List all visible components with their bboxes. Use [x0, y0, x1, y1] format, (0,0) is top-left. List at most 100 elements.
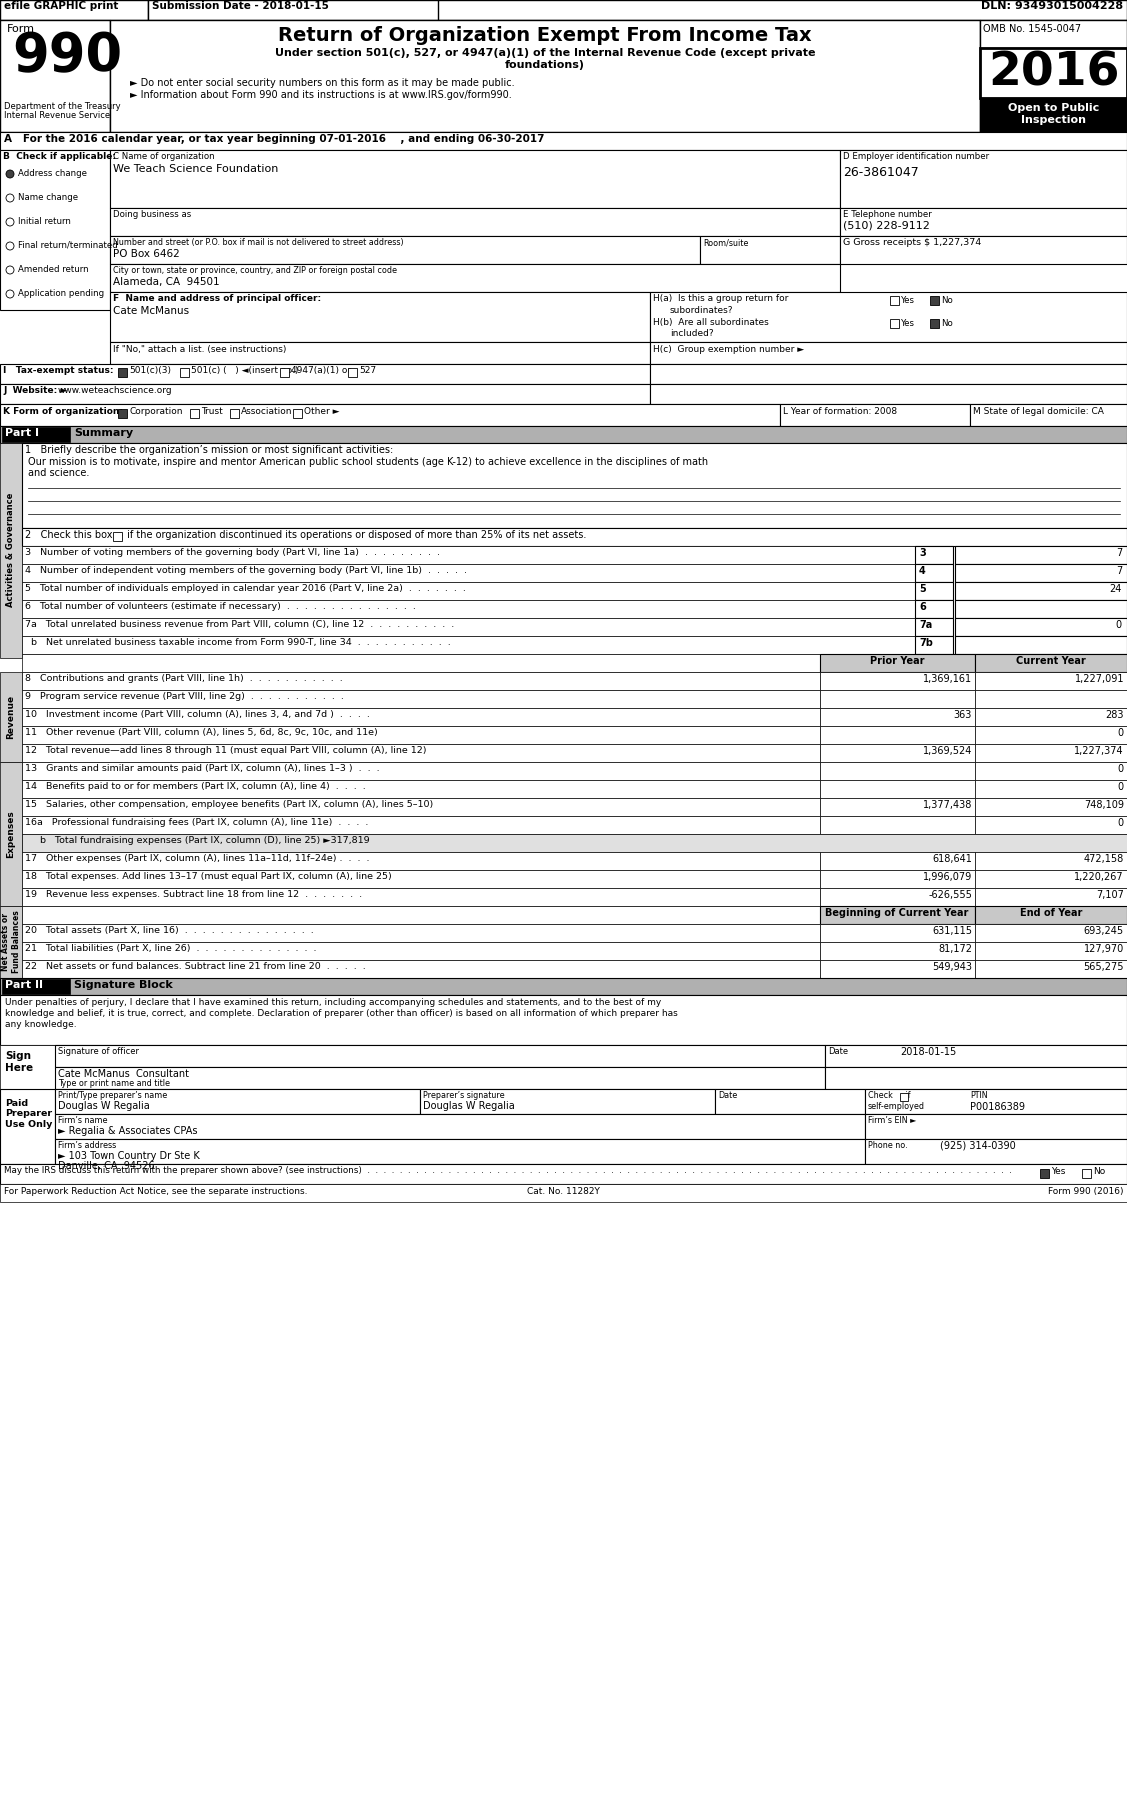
- Circle shape: [6, 218, 14, 225]
- Bar: [866, 1088, 1127, 1114]
- Text: 20   Total assets (Part X, line 16)  .  .  .  .  .  .  .  .  .  .  .  .  .  .  .: 20 Total assets (Part X, line 16) . . . …: [25, 926, 313, 935]
- Bar: [970, 404, 1127, 425]
- Bar: [23, 924, 820, 942]
- Text: Phone no.: Phone no.: [868, 1141, 907, 1150]
- Bar: [110, 342, 650, 364]
- Text: Number and street (or P.O. box if mail is not delivered to street address): Number and street (or P.O. box if mail i…: [113, 238, 403, 247]
- Bar: [1082, 1169, 1091, 1179]
- Bar: [840, 236, 1127, 265]
- Text: For Paperwork Reduction Act Notice, see the separate instructions.: For Paperwork Reduction Act Notice, see …: [5, 1188, 308, 1197]
- Bar: [0, 1088, 55, 1164]
- Bar: [0, 1045, 55, 1088]
- Text: Submission Date - 2018-01-15: Submission Date - 2018-01-15: [152, 2, 329, 11]
- Text: 2   Check this box ►: 2 Check this box ►: [25, 530, 123, 541]
- Bar: [975, 762, 1127, 780]
- Bar: [23, 798, 820, 816]
- Bar: [915, 618, 953, 636]
- Text: 2018-01-15: 2018-01-15: [900, 1047, 956, 1058]
- Bar: [650, 364, 1127, 384]
- Text: 4: 4: [919, 566, 925, 577]
- Bar: [23, 870, 820, 888]
- Text: Douglas W Regalia: Douglas W Regalia: [57, 1101, 150, 1112]
- Bar: [820, 906, 975, 924]
- Text: included?: included?: [669, 330, 713, 339]
- Text: 1,227,374: 1,227,374: [1074, 746, 1124, 757]
- Bar: [348, 368, 357, 377]
- Bar: [820, 798, 975, 816]
- Text: City or town, state or province, country, and ZIP or foreign postal code: City or town, state or province, country…: [113, 267, 397, 276]
- Bar: [1040, 1169, 1049, 1179]
- Bar: [0, 1184, 1127, 1202]
- Bar: [930, 319, 939, 328]
- Text: 3: 3: [919, 548, 925, 559]
- Text: Signature Block: Signature Block: [74, 980, 172, 989]
- Circle shape: [6, 195, 14, 202]
- Bar: [975, 870, 1127, 888]
- Text: Doing business as: Doing business as: [113, 211, 192, 220]
- Text: self-employed: self-employed: [868, 1103, 925, 1112]
- Text: If "No," attach a list. (see instructions): If "No," attach a list. (see instruction…: [113, 344, 286, 353]
- Bar: [0, 150, 110, 310]
- Text: Firm’s EIN ►: Firm’s EIN ►: [868, 1115, 916, 1124]
- Text: Under section 501(c), 527, or 4947(a)(1) of the Internal Revenue Code (except pr: Under section 501(c), 527, or 4947(a)(1)…: [275, 49, 815, 58]
- Bar: [975, 690, 1127, 708]
- Text: 2016: 2016: [988, 50, 1120, 96]
- Bar: [0, 20, 110, 132]
- Text: Association: Association: [241, 407, 293, 416]
- Text: 127,970: 127,970: [1084, 944, 1124, 953]
- Bar: [279, 368, 289, 377]
- Text: www.weteachscience.org: www.weteachscience.org: [57, 386, 172, 395]
- Bar: [23, 582, 915, 600]
- Bar: [840, 207, 1127, 236]
- Text: 1,377,438: 1,377,438: [923, 800, 971, 811]
- Text: Date: Date: [828, 1047, 849, 1056]
- Text: 4947(a)(1) or: 4947(a)(1) or: [291, 366, 352, 375]
- Text: Danville, CA  94526: Danville, CA 94526: [57, 1160, 154, 1171]
- Bar: [820, 942, 975, 960]
- Bar: [955, 582, 1127, 600]
- Bar: [0, 1164, 1127, 1184]
- Text: 0: 0: [1116, 620, 1122, 631]
- Bar: [230, 409, 239, 418]
- Text: PO Box 6462: PO Box 6462: [113, 249, 179, 259]
- Text: Trust: Trust: [201, 407, 223, 416]
- Text: 15   Salaries, other compensation, employee benefits (Part IX, column (A), lines: 15 Salaries, other compensation, employe…: [25, 800, 433, 809]
- Bar: [915, 582, 953, 600]
- Text: Firm’s name: Firm’s name: [57, 1115, 107, 1124]
- Text: 21   Total liabilities (Part X, line 26)  .  .  .  .  .  .  .  .  .  .  .  .  . : 21 Total liabilities (Part X, line 26) .…: [25, 944, 317, 953]
- Bar: [980, 97, 1127, 132]
- Bar: [975, 888, 1127, 906]
- Text: Yes: Yes: [900, 296, 915, 305]
- Bar: [715, 1088, 866, 1114]
- Text: Final return/terminated: Final return/terminated: [18, 241, 117, 250]
- Text: -626,555: -626,555: [929, 890, 971, 899]
- Text: Sign
Here: Sign Here: [5, 1051, 33, 1072]
- Text: 7,107: 7,107: [1097, 890, 1124, 899]
- Bar: [700, 236, 840, 265]
- Bar: [0, 364, 650, 384]
- Text: Date: Date: [718, 1090, 737, 1099]
- Bar: [820, 816, 975, 834]
- Text: DLN: 93493015004228: DLN: 93493015004228: [980, 2, 1122, 11]
- Bar: [23, 744, 820, 762]
- Bar: [110, 292, 650, 342]
- Bar: [820, 708, 975, 726]
- Text: 24: 24: [1110, 584, 1122, 595]
- Text: 1,996,079: 1,996,079: [923, 872, 971, 881]
- Bar: [148, 0, 438, 20]
- Bar: [650, 292, 1127, 342]
- Bar: [190, 409, 199, 418]
- Text: ► 103 Town Country Dr Ste K: ► 103 Town Country Dr Ste K: [57, 1151, 199, 1160]
- Bar: [110, 265, 840, 292]
- Text: if the organization discontinued its operations or disposed of more than 25% of : if the organization discontinued its ope…: [124, 530, 586, 541]
- Text: Internal Revenue Service: Internal Revenue Service: [5, 112, 110, 121]
- Text: 10   Investment income (Part VIII, column (A), lines 3, 4, and 7d )  .  .  .  .: 10 Investment income (Part VIII, column …: [25, 710, 370, 719]
- Text: K Form of organization:: K Form of organization:: [3, 407, 123, 416]
- Text: Current Year: Current Year: [1017, 656, 1086, 667]
- Text: 6: 6: [919, 602, 925, 613]
- Text: 26-3861047: 26-3861047: [843, 166, 919, 178]
- Text: 549,943: 549,943: [932, 962, 971, 971]
- Bar: [113, 532, 122, 541]
- Bar: [0, 404, 780, 425]
- Text: E Telephone number: E Telephone number: [843, 211, 932, 220]
